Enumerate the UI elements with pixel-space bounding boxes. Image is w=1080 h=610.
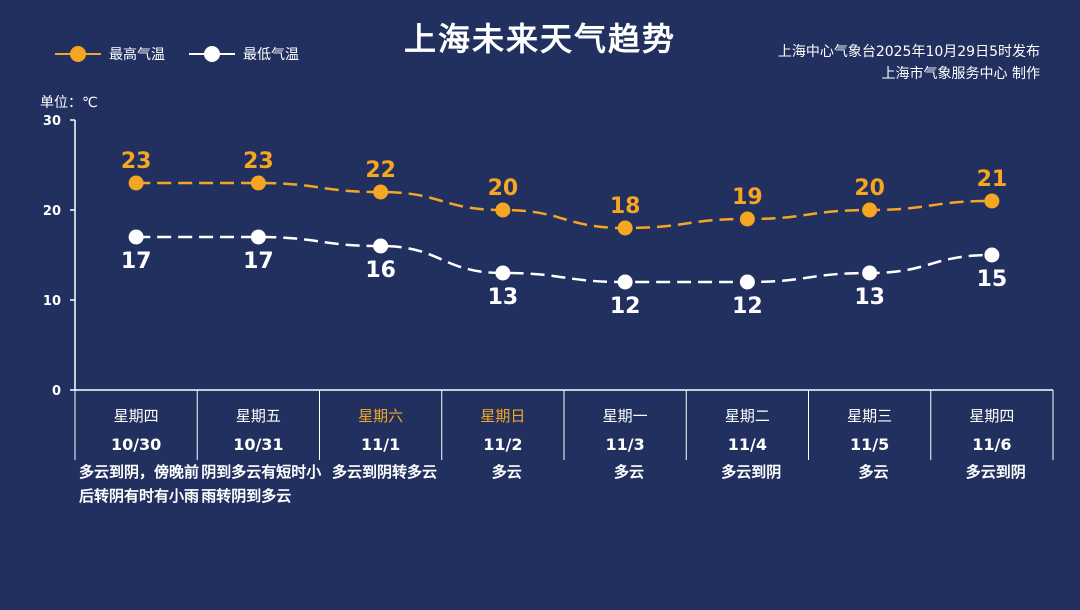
high-temp-point [373, 184, 389, 200]
low-temp-value-label: 17 [243, 249, 274, 274]
legend-high-swatch [55, 44, 101, 64]
weather-condition: 阴到多云有短时小雨转阴到多云 [201, 463, 322, 505]
high-temp-point [128, 175, 144, 191]
high-temp-point [984, 193, 1000, 209]
high-temp-value-label: 20 [854, 176, 885, 201]
y-tick-label: 0 [52, 384, 61, 399]
legend-low-swatch [189, 44, 235, 64]
high-temp-value-label: 19 [732, 185, 763, 210]
low-temp-value-label: 12 [610, 294, 641, 319]
high-temp-point [862, 202, 878, 218]
weekday-label: 星期五 [236, 407, 281, 425]
high-temp-value-label: 23 [121, 149, 152, 174]
weather-condition: 多云到阴，傍晚前后转阴有时有小雨 [79, 463, 200, 505]
low-temp-point [984, 247, 1000, 263]
low-temp-value-label: 13 [854, 285, 885, 310]
high-temp-point [617, 220, 633, 236]
legend-low-label: 最低气温 [243, 47, 299, 63]
chart-title: 上海未来天气趋势 [403, 20, 676, 58]
date-label: 11/3 [606, 435, 645, 454]
low-temp-point [862, 265, 878, 281]
weather-condition: 多云 [491, 463, 522, 481]
y-tick-label: 30 [43, 114, 61, 129]
low-temp-point [739, 274, 755, 290]
y-tick-label: 10 [43, 294, 61, 309]
high-temp-value-label: 21 [977, 167, 1008, 192]
low-temp-value-label: 12 [732, 294, 763, 319]
low-temp-point [495, 265, 511, 281]
weather-condition: 多云 [858, 463, 889, 481]
weekday-label: 星期二 [725, 407, 770, 425]
weekday-label: 星期三 [847, 407, 892, 425]
legend-low: 最低气温 [189, 44, 299, 64]
date-label: 11/2 [483, 435, 522, 454]
date-label: 11/5 [850, 435, 889, 454]
date-label: 11/1 [361, 435, 400, 454]
legend-high: 最高气温 [55, 44, 165, 64]
weekday-label: 星期六 [358, 407, 403, 425]
low-temp-value-label: 17 [121, 249, 152, 274]
low-temp-point [617, 274, 633, 290]
weekday-label: 星期日 [480, 407, 525, 425]
legend-high-label: 最高气温 [109, 47, 165, 63]
high-temp-point [495, 202, 511, 218]
high-temp-value-label: 20 [488, 176, 519, 201]
weather-condition: 多云到阴转多云 [331, 463, 437, 481]
date-label: 11/6 [972, 435, 1011, 454]
low-temp-value-label: 16 [365, 258, 396, 283]
source-line-1: 上海中心气象台2025年10月29日5时发布 [777, 44, 1040, 60]
source-info: 上海中心气象台2025年10月29日5时发布 上海市气象服务中心 制作 [778, 41, 1040, 85]
weekday-label: 星期四 [969, 407, 1014, 425]
low-temp-line [136, 235, 992, 284]
weather-condition: 多云到阴 [721, 463, 782, 481]
high-temp-value-label: 22 [365, 158, 396, 183]
y-tick-label: 20 [43, 204, 61, 219]
date-label: 10/31 [233, 435, 283, 454]
source-line-2: 上海市气象服务中心 制作 [881, 66, 1040, 82]
date-label: 11/4 [728, 435, 767, 454]
weather-condition: 多云到阴 [965, 463, 1026, 481]
high-temp-point [250, 175, 266, 191]
low-temp-value-label: 13 [488, 285, 519, 310]
low-temp-point [373, 238, 389, 254]
weekday-label: 星期四 [114, 407, 159, 425]
weather-condition: 多云 [613, 463, 644, 481]
low-temp-point [128, 229, 144, 245]
low-temp-value-label: 15 [977, 267, 1008, 292]
high-temp-point [739, 211, 755, 227]
date-label: 10/30 [111, 435, 161, 454]
low-temp-point [250, 229, 266, 245]
high-temp-value-label: 23 [243, 149, 274, 174]
weekday-label: 星期一 [603, 407, 648, 425]
unit-label: 单位：℃ [40, 95, 98, 111]
high-temp-value-label: 18 [610, 194, 641, 219]
high-temp-line [136, 181, 992, 230]
